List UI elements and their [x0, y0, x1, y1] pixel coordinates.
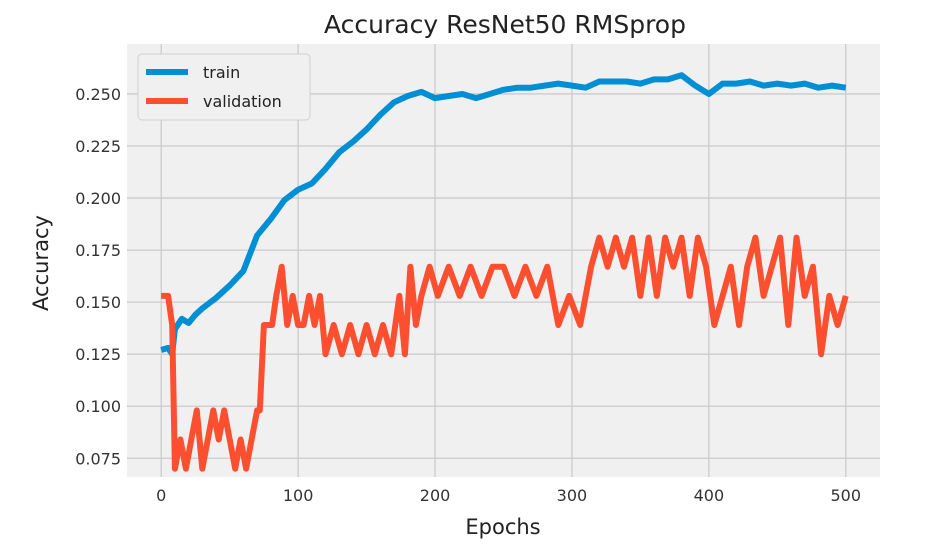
y-tick-label: 0.250 — [75, 85, 121, 104]
y-tick-label: 0.100 — [75, 397, 121, 416]
y-tick-label: 0.200 — [75, 189, 121, 208]
x-tick-label: 500 — [830, 486, 861, 505]
tick-labels: 0 100 200 300 400 500 0.075 0.100 0.125 0.150 0.17… — [75, 85, 861, 505]
x-axis-label: Epochs — [465, 515, 540, 539]
x-tick-label: 300 — [557, 486, 588, 505]
y-tick-label: 0.075 — [75, 449, 121, 468]
y-tick-label: 0.150 — [75, 293, 121, 312]
x-tick-label: 0 — [156, 486, 166, 505]
series-layer — [160, 72, 849, 472]
x-tick-label: 200 — [420, 486, 451, 505]
y-tick-label: 0.125 — [75, 345, 121, 364]
x-tick-label: 400 — [694, 486, 725, 505]
legend: train validation — [137, 53, 311, 121]
legend-label-train: train — [203, 63, 240, 82]
series-line-validation — [161, 234, 849, 472]
x-tick-label: 100 — [283, 486, 314, 505]
y-tick-label: 0.175 — [75, 241, 121, 260]
chart-title: Accuracy ResNet50 RMSprop — [324, 10, 686, 39]
y-tick-label: 0.225 — [75, 137, 121, 156]
series-line-train — [160, 72, 847, 358]
legend-label-validation: validation — [203, 92, 282, 111]
y-axis-label: Accuracy — [29, 215, 53, 311]
